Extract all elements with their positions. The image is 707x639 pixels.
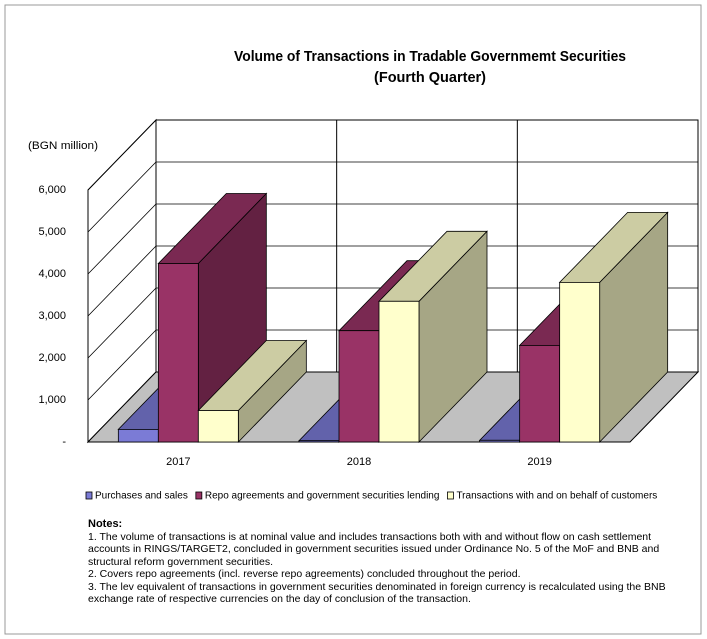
grid-line [87,119,157,191]
y-tick-label: 2,000 [38,352,66,364]
grid-line [87,161,157,233]
bar-front [298,440,340,443]
note: 1. The volume of transactions is at nomi… [88,530,660,568]
legend-label: Transactions with and on behalf of custo… [456,491,657,502]
x-tick-label: 2017 [166,456,190,468]
x-tick-label: 2018 [347,456,371,468]
notes-title: Notes: [88,518,123,530]
note: 2. Covers repo agreements (incl. reverse… [88,568,521,580]
bar-front [519,344,561,443]
y-tick-label: 1,000 [38,394,66,406]
grid-line [87,245,157,317]
chart-title: Volume of Transactions in Tradable Gover… [234,48,626,65]
legend-label: Purchases and sales [95,491,188,502]
bar-front [157,263,199,443]
y-tick-label: 4,000 [38,268,66,280]
grid-line [87,203,157,275]
grid-line [87,329,157,401]
bar-front [338,330,380,443]
legend-label: Repo agreements and government securitie… [205,491,440,502]
y-tick-label: 3,000 [38,310,66,322]
bar [558,211,669,443]
legend-swatch [195,491,203,500]
legend-swatch [447,491,454,500]
y-tick-label: 6,000 [38,184,66,196]
bar-front [117,428,159,443]
y-tick-label: 5,000 [38,226,66,238]
bar-front [479,439,521,443]
bar [378,230,488,443]
y-tick-label: - [62,436,66,448]
legend-swatch [85,491,93,500]
y-axis-label: (BGN million) [28,140,98,152]
chart-subtitle: (Fourth Quarter) [374,69,486,86]
x-tick-label: 2019 [527,456,551,468]
note: 3. The lev equivalent of transactions in… [88,580,666,606]
grid-line [87,287,157,359]
bar [197,339,308,443]
bar-front [378,300,420,443]
notes: Notes: 1. The volume of transactions is … [88,518,678,606]
bar-front [559,281,601,443]
bar-front [197,410,239,443]
frame [4,4,702,635]
